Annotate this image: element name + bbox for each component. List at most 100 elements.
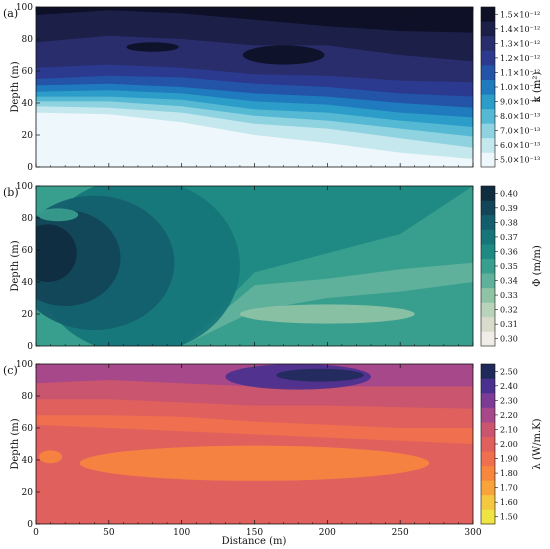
colorbar-tick-label: 0.37 [500,233,518,242]
colorbar-swatch [481,50,495,66]
contour-blob [38,450,63,464]
contour-blob [239,304,415,324]
y-axis-label: Depth (m) [10,240,21,291]
x-axis-label: Distance (m) [222,536,287,547]
colorbar-swatch [481,200,495,216]
colorbar-swatch [481,287,495,303]
y-tick-label: 20 [22,488,34,498]
colorbar-tick-label: 2.30 [500,396,518,405]
panel-1: 0 20 40 60 80 100 Depth (m) (a) 5.0×10⁻¹³ 6.0×10⁻… [3,3,543,173]
panel-label: (b) [3,186,19,199]
colorbar-swatch [481,436,495,452]
y-tick-label: 100 [16,3,33,13]
colorbar-tick-label: 8.0×10⁻¹³ [500,112,540,121]
y-tick-label: 40 [22,278,34,288]
contour-field [36,186,473,346]
colorbar-tick-label: 1.1×10⁻¹² [500,68,540,77]
colorbar-tick-label: 2.50 [500,367,518,376]
colorbar-tick-label: 1.3×10⁻¹² [500,39,540,48]
colorbar-swatch [481,7,495,22]
y-tick-label: 40 [22,99,34,109]
y-tick-label: 40 [22,456,34,466]
colorbar-tick-label: 0.39 [500,204,518,213]
y-tick-label: 60 [22,424,34,434]
panels: 0 20 40 60 80 100 Depth (m) (a) 5.0×10⁻¹³ 6.0×10⁻… [3,3,543,538]
y-tick-label: 0 [27,342,33,352]
colorbar-swatch [481,94,495,110]
colorbar-tick-label: 1.70 [500,484,518,493]
colorbar-tick-label: 9.0×10⁻¹³ [500,98,540,107]
panel-label: (a) [3,7,18,20]
colorbar-swatch [481,36,495,51]
x-tick-label: 300 [464,528,481,538]
y-tick-label: 80 [22,392,34,402]
colorbar-tick-label: 0.40 [500,189,518,198]
y-tick-label: 80 [22,214,34,224]
y-axis-label: Depth (m) [10,61,21,112]
colorbar-swatch [481,364,495,379]
x-tick-label: 250 [392,528,409,538]
colorbar-tick-label: 1.5×10⁻¹² [500,10,540,19]
colorbar-swatch [481,302,495,318]
x-tick-label: 200 [319,528,336,538]
colorbar-tick-label: 1.4×10⁻¹² [500,25,540,34]
contour-blob [36,224,77,282]
y-tick-label: 100 [16,182,33,192]
contour-field [36,7,473,167]
x-tick-label: 0 [33,528,39,538]
colorbar-swatch [481,407,495,423]
colorbar-swatch [481,465,495,481]
colorbar-swatch [481,244,495,260]
contour-field [36,364,473,524]
y-tick-label: 100 [16,360,33,370]
x-tick-label: 150 [246,528,263,538]
colorbar-swatch [481,108,495,124]
colorbar-tick-label: 2.40 [500,382,518,391]
colorbar-tick-label: 1.90 [500,455,518,464]
colorbar-swatch [481,494,495,510]
y-axis-label: Depth (m) [10,418,21,469]
panel-3: 0 50 100 150 200 250 300 0 20 40 60 80 100 Depth (m) (… [3,360,543,538]
colorbar-tick-label: 2.00 [500,440,518,449]
y-tick-label: 80 [22,35,34,45]
colorbar-tick-label: 1.60 [500,498,518,507]
colorbar-tick-label: 2.20 [500,411,518,420]
colorbar-swatch [481,21,495,37]
colorbar-tick-label: 5.0×10⁻¹³ [500,156,540,165]
colorbar-swatch [481,393,495,408]
colorbar-tick-label: 1.50 [500,513,518,522]
colorbar-tick-label: 6.0×10⁻¹³ [500,141,540,150]
contour-blob [37,208,79,222]
colorbar-swatch [481,451,495,467]
colorbar-label: k (m²) [532,72,543,103]
colorbar-swatch [481,509,495,525]
contour-band [181,186,473,346]
colorbar-tick-label: 0.31 [500,320,518,329]
colorbar-tick-label: 1.80 [500,469,518,478]
colorbar-swatch [481,152,495,168]
colorbar-swatch [481,137,495,153]
colorbar-swatch [481,258,495,274]
colorbar-swatch [481,79,495,95]
colorbar-swatch [481,480,495,496]
colorbar-tick-label: 0.34 [500,277,518,286]
panel-label: (c) [3,364,18,377]
colorbar-tick-label: 2.10 [500,425,518,434]
colorbar-tick-label: 0.38 [500,218,518,227]
colorbar-tick-label: 0.35 [500,262,518,271]
x-tick-label: 50 [103,528,115,538]
colorbar-label: Φ (m/m) [532,245,543,287]
contour-blob [79,445,430,481]
y-tick-label: 60 [22,67,34,77]
y-tick-label: 60 [22,246,34,256]
colorbar-label: λ (W/m.K) [532,418,543,469]
colorbar-swatch [481,331,495,347]
colorbar-swatch [481,215,495,230]
colorbar-swatch [481,123,495,139]
colorbar-tick-label: 1.2×10⁻¹² [500,54,540,63]
y-tick-label: 20 [22,131,34,141]
contour-blob [242,45,325,65]
contour-blob [126,42,179,52]
colorbar-swatch [481,422,495,438]
colorbar-tick-label: 1.0×10⁻¹² [500,83,540,92]
